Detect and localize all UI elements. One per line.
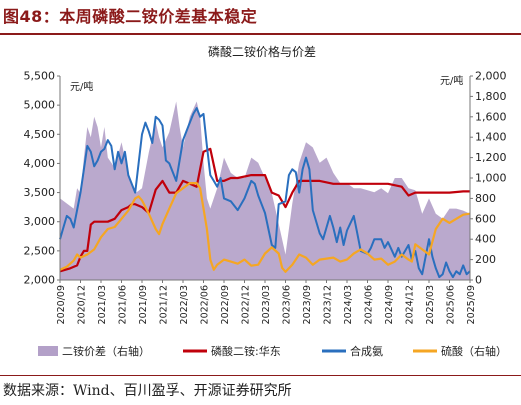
y-left-tick-label: 5,000 bbox=[24, 99, 56, 112]
left-unit-label: 元/吨 bbox=[70, 80, 93, 93]
x-tick-label: 2023/03 bbox=[261, 285, 272, 324]
y-right-tick-label: 0 bbox=[475, 274, 482, 287]
x-tick-label: 2022/12 bbox=[241, 285, 252, 324]
y-left-tick-label: 5,500 bbox=[24, 70, 56, 83]
y-right-tick-label: 600 bbox=[475, 212, 496, 225]
x-tick-label: 2024/03 bbox=[343, 285, 354, 324]
x-tick-label: 2021/06 bbox=[118, 285, 129, 324]
y-right-tick-label: 1,600 bbox=[475, 110, 507, 123]
y-right-tick-label: 800 bbox=[475, 192, 496, 205]
x-tick-label: 2020/09 bbox=[56, 285, 67, 324]
x-tick-label: 2024/06 bbox=[364, 285, 375, 324]
right-unit-label: 元/吨 bbox=[440, 74, 463, 87]
chart-title: 磷酸二铵价格与价差 bbox=[208, 44, 316, 59]
y-right-tick-label: 1,400 bbox=[475, 131, 507, 144]
x-tick-label: 2021/03 bbox=[97, 285, 108, 324]
x-tick-label: 2025/06 bbox=[446, 285, 457, 324]
x-tick-label: 2022/09 bbox=[220, 285, 231, 324]
x-tick-label: 2025/09 bbox=[466, 285, 477, 324]
x-tick-label: 2022/03 bbox=[179, 285, 190, 324]
series-line-2 bbox=[59, 107, 471, 279]
y-left-tick-label: 4,000 bbox=[24, 157, 56, 170]
title-rule bbox=[0, 33, 521, 35]
x-tick-label: 2020/12 bbox=[77, 285, 88, 324]
legend-label: 合成氨 bbox=[350, 344, 383, 358]
x-tick-label: 2021/12 bbox=[159, 285, 170, 324]
x-tick-label: 2023/06 bbox=[282, 285, 293, 324]
y-left-tick-label: 2,500 bbox=[24, 244, 56, 257]
y-left-tick-label: 4,500 bbox=[24, 128, 56, 141]
series-line-3 bbox=[59, 182, 471, 273]
x-tick-label: 2023/09 bbox=[302, 285, 313, 324]
legend-label: 二铵价差（右轴） bbox=[62, 344, 150, 358]
y-right-tick-label: 1,800 bbox=[475, 90, 507, 103]
chart: 磷酸二铵价格与价差 元/吨 元/吨 2,000 2,500 3,000 3,500 4,… bbox=[24, 44, 508, 358]
y-right-tick-label: 1,000 bbox=[475, 172, 507, 185]
x-tick-label: 2024/12 bbox=[405, 285, 416, 324]
source-note: 数据来源：Wind、百川盈孚、开源证券研究所 bbox=[3, 383, 292, 399]
x-tick-label: 2021/09 bbox=[138, 285, 149, 324]
x-tick-label: 2025/03 bbox=[425, 285, 436, 324]
x-tick-label: 2022/06 bbox=[200, 285, 211, 324]
y-right-tick-label: 1,200 bbox=[475, 151, 507, 164]
series-area-spread bbox=[60, 101, 470, 280]
y-right-tick-label: 2,000 bbox=[475, 70, 507, 83]
legend-label: 硫酸（右轴） bbox=[441, 344, 507, 358]
legend-label: 磷酸二铵:华东 bbox=[211, 344, 281, 358]
y-right-tick-label: 400 bbox=[475, 233, 496, 246]
x-tick-label: 2024/09 bbox=[384, 285, 395, 324]
x-tick-label: 2023/12 bbox=[323, 285, 334, 324]
figure-title: 图48：本周磷酸二铵价差基本稳定 bbox=[3, 7, 258, 26]
y-left-tick-label: 2,000 bbox=[24, 274, 56, 287]
legend-swatch-area bbox=[38, 346, 58, 356]
source-rule bbox=[0, 375, 521, 376]
y-right-tick-label: 200 bbox=[475, 253, 496, 266]
series-line-1 bbox=[59, 147, 470, 273]
y-left-tick-label: 3,500 bbox=[24, 186, 56, 199]
y-left-tick-label: 3,000 bbox=[24, 215, 56, 228]
